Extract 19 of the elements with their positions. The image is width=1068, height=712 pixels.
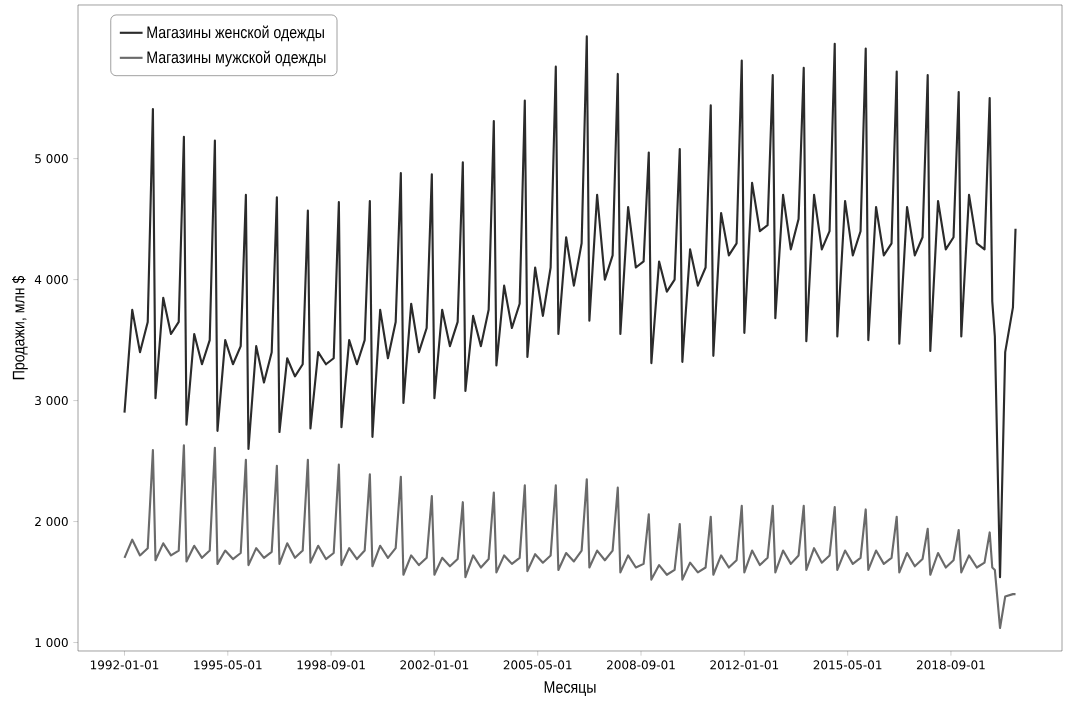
y-tick-label: 3 000 xyxy=(35,396,68,406)
x-tick-label: 2015-05-01 xyxy=(813,660,882,670)
legend-label: Магазины мужской одежды xyxy=(147,50,326,67)
x-tick-label: 2002-01-01 xyxy=(400,660,469,670)
x-axis-title: Месяцы xyxy=(544,681,596,697)
y-tick-label: 1 000 xyxy=(35,637,68,648)
y-tick-label: 4 000 xyxy=(34,275,68,285)
x-tick-label: 2018-09-01 xyxy=(916,660,985,670)
x-tick-label: 2012-01-01 xyxy=(710,660,779,670)
x-tick-label: 1998-09-01 xyxy=(297,660,365,670)
y-axis-title: Продажи, млн $ xyxy=(11,275,28,380)
x-tick-label: 2008-09-01 xyxy=(607,660,675,670)
y-tick-label: 2 000 xyxy=(35,517,68,527)
y-tick-label: 5 000 xyxy=(35,154,68,164)
line-series xyxy=(123,444,1017,630)
legend-label: Магазины женской одежды xyxy=(147,25,324,42)
x-tick-label: 1995-05-01 xyxy=(194,660,262,670)
x-tick-label: 2005-05-01 xyxy=(503,660,572,670)
x-tick-label: 1992-01-01 xyxy=(90,660,159,670)
